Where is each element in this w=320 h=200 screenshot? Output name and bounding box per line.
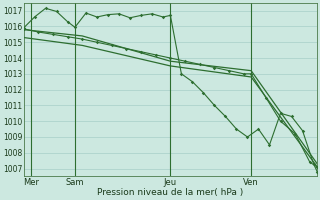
X-axis label: Pression niveau de la mer( hPa ): Pression niveau de la mer( hPa ) bbox=[97, 188, 244, 197]
